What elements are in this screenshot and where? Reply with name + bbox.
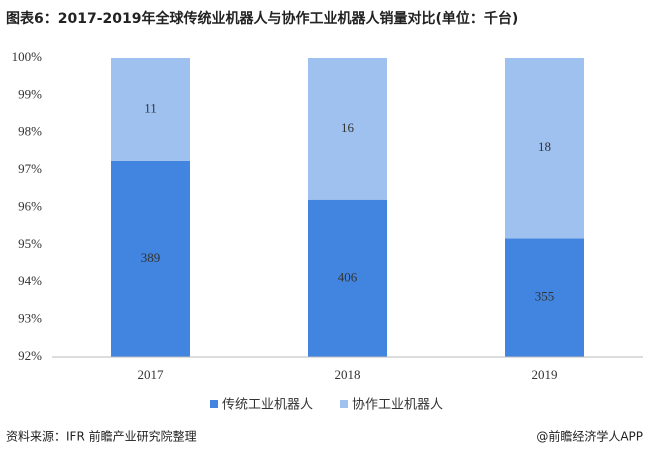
bar-segment [505, 58, 584, 239]
source-note: 资料来源：IFR 前瞻产业研究院整理 [6, 429, 197, 444]
x-tick-label: 2019 [532, 367, 558, 382]
y-tick-label: 94% [18, 273, 42, 288]
x-tick-label: 2018 [335, 367, 361, 382]
bar-segment [111, 160, 190, 357]
y-tick-label: 100% [12, 49, 43, 64]
y-tick-label: 93% [18, 311, 42, 326]
bar-segment [505, 238, 584, 357]
legend-label: 协作工业机器人 [352, 398, 443, 413]
bar-segment [308, 58, 387, 200]
y-tick-label: 98% [18, 124, 42, 139]
credit: @前瞻经济学人APP [536, 429, 643, 444]
legend-label: 传统工业机器人 [222, 398, 313, 413]
data-label: 406 [338, 269, 358, 284]
y-tick-label: 97% [18, 161, 42, 176]
bar-segment [111, 58, 190, 161]
y-tick-label: 92% [18, 348, 42, 363]
legend-swatch [340, 400, 348, 408]
data-label: 16 [341, 120, 355, 135]
data-label: 11 [144, 100, 157, 115]
y-tick-label: 95% [18, 236, 42, 251]
y-tick-label: 99% [18, 86, 42, 101]
data-label: 355 [535, 289, 555, 304]
chart-title: 图表6：2017-2019年全球传统业机器人与协作工业机器人销量对比(单位：千台… [6, 10, 518, 27]
legend-swatch [210, 400, 218, 408]
x-tick-label: 2017 [138, 367, 165, 382]
data-label: 18 [538, 139, 551, 154]
bar-segment [308, 199, 387, 357]
y-tick-label: 96% [18, 198, 42, 213]
data-label: 389 [141, 250, 161, 265]
